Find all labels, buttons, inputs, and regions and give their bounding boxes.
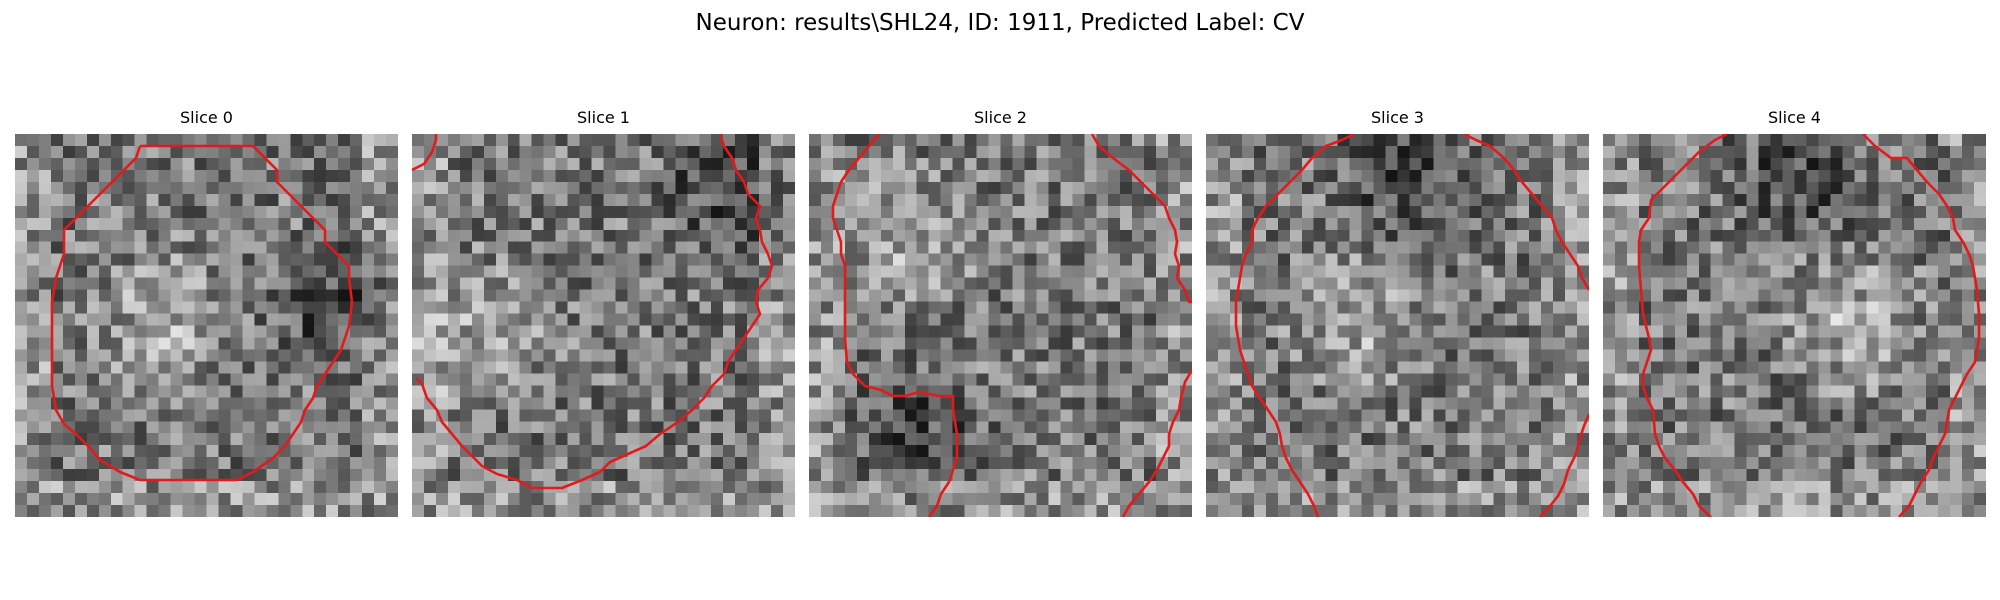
slice-title-4: Slice 4: [1768, 108, 1821, 127]
slice-title-1: Slice 1: [577, 108, 630, 127]
slice-image-2: [809, 134, 1192, 517]
slice-1-contour-main: [415, 134, 774, 490]
slice-0-contour: [50, 144, 354, 482]
slice-2-contour-overlay: [831, 134, 1192, 517]
slice-4-contour-left: [1637, 134, 1728, 517]
slice-1-pixel-grid: [412, 134, 795, 517]
slice-4-contour-right: [1862, 134, 1981, 517]
slice-title-0: Slice 0: [180, 108, 233, 127]
slice-2-contour-right-bottom: [1121, 369, 1192, 517]
slice-1-contour-left-top: [412, 134, 438, 172]
slice-image-3: [1206, 134, 1589, 517]
slice-image-1: [412, 134, 795, 517]
slice-title-2: Slice 2: [974, 108, 1027, 127]
slice-3-contour-overlay: [1234, 134, 1589, 517]
slice-image-4: [1603, 134, 1986, 517]
figure-title: Neuron: results\SHL24, ID: 1911, Predict…: [695, 10, 1305, 36]
slice-2-contour-right-top: [1090, 134, 1192, 304]
slice-3-contour-left: [1234, 134, 1355, 517]
slice-4-contour-overlay: [1637, 134, 1981, 517]
slice-3-contour-right-bottom: [1539, 413, 1589, 517]
slice-0-contour-overlay: [50, 144, 354, 482]
slice-image-0: [15, 134, 398, 517]
slice-2-contour-left: [831, 134, 959, 517]
slice-1-contour-overlay: [412, 134, 774, 490]
slice-3-pixel-grid: [1206, 134, 1589, 517]
slice-3-contour-right: [1463, 134, 1589, 291]
slice-title-3: Slice 3: [1371, 108, 1424, 127]
slice-4-pixel-grid: [1603, 134, 1986, 517]
slice-0-pixel-grid: [15, 134, 398, 517]
slice-2-pixel-grid: [809, 134, 1192, 517]
